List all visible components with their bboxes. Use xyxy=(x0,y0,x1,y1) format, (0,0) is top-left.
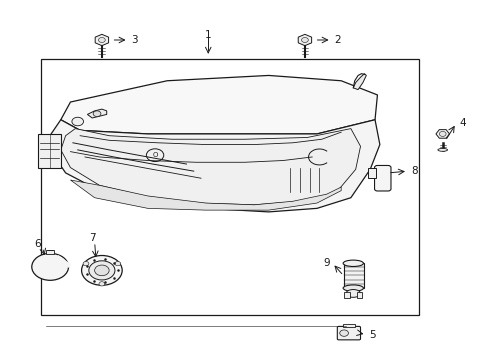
Text: 7: 7 xyxy=(89,234,95,243)
FancyBboxPatch shape xyxy=(337,327,360,340)
Bar xyxy=(343,263,363,288)
Polygon shape xyxy=(61,129,360,205)
Text: 6: 6 xyxy=(34,239,41,249)
Text: 9: 9 xyxy=(323,258,329,268)
Ellipse shape xyxy=(343,285,363,291)
Bar xyxy=(367,168,376,178)
Polygon shape xyxy=(87,109,106,118)
Polygon shape xyxy=(70,180,341,210)
FancyBboxPatch shape xyxy=(374,166,390,191)
Bar xyxy=(344,292,349,298)
Circle shape xyxy=(83,261,89,266)
Text: 2: 2 xyxy=(333,35,340,45)
Bar xyxy=(38,134,61,168)
Polygon shape xyxy=(298,34,311,46)
Bar xyxy=(342,324,354,328)
Polygon shape xyxy=(51,120,379,212)
Circle shape xyxy=(72,117,83,126)
Polygon shape xyxy=(435,130,448,138)
Circle shape xyxy=(95,265,109,276)
Circle shape xyxy=(301,37,308,42)
Circle shape xyxy=(339,330,348,336)
Ellipse shape xyxy=(343,260,363,266)
Ellipse shape xyxy=(346,289,360,297)
Text: O: O xyxy=(152,152,158,158)
Circle shape xyxy=(98,37,105,42)
Bar xyxy=(356,292,362,298)
Ellipse shape xyxy=(437,148,447,151)
Circle shape xyxy=(81,256,122,285)
Circle shape xyxy=(32,253,68,280)
Circle shape xyxy=(93,111,101,117)
Circle shape xyxy=(99,282,104,286)
Text: 8: 8 xyxy=(410,166,417,176)
Polygon shape xyxy=(95,34,108,46)
Polygon shape xyxy=(352,74,366,90)
Text: 3: 3 xyxy=(131,35,137,45)
Text: 5: 5 xyxy=(368,329,375,339)
Circle shape xyxy=(438,131,445,136)
Circle shape xyxy=(89,261,115,280)
Text: 4: 4 xyxy=(459,118,465,128)
Bar xyxy=(41,59,418,315)
Circle shape xyxy=(115,261,121,266)
Polygon shape xyxy=(61,76,377,134)
Text: 1: 1 xyxy=(204,30,211,40)
Bar xyxy=(46,250,54,255)
